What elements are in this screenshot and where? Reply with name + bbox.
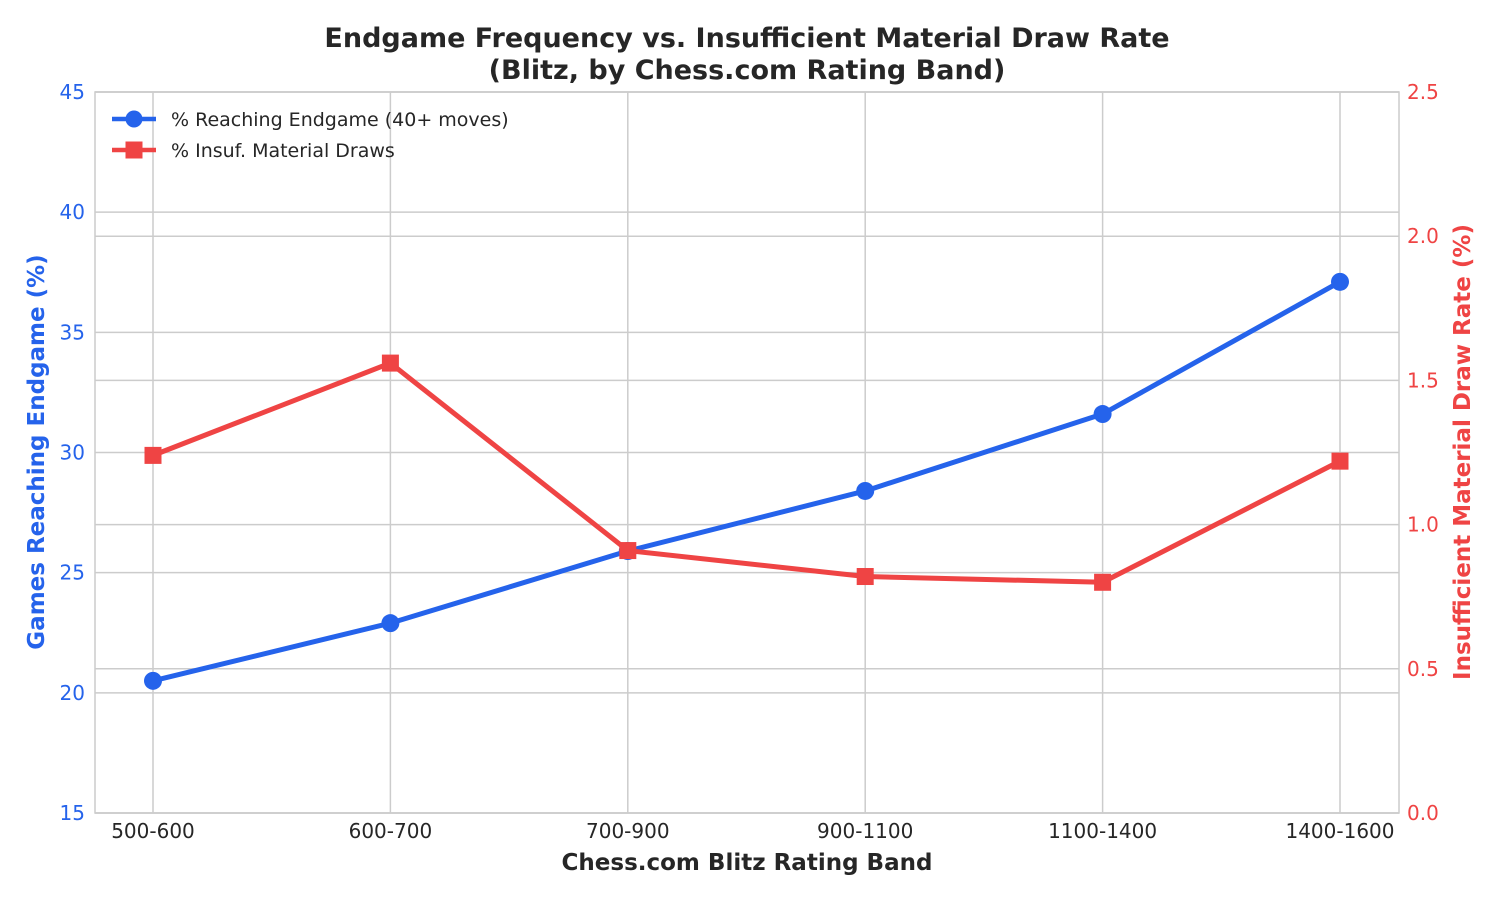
x-tick-label: 600-700 (349, 819, 433, 843)
legend-label-draws: % Insuf. Material Draws (171, 140, 395, 162)
y-right-tick-label: 0.0 (1407, 801, 1439, 825)
y-right-tick-label: 0.5 (1407, 657, 1439, 681)
y-right-tick-label: 1.0 (1407, 513, 1439, 537)
x-tick-label: 700-900 (586, 819, 670, 843)
data-point-endgame (1093, 405, 1112, 424)
data-point-endgame (1331, 272, 1349, 291)
x-tick-label: 500-600 (111, 819, 195, 843)
data-point-endgame (856, 481, 875, 500)
legend-circle-marker-icon (125, 110, 143, 128)
y-left-tick-label: 45 (60, 80, 85, 104)
data-point-draws (856, 568, 874, 586)
y-left-tick-label: 40 (60, 200, 85, 224)
legend-label-endgame: % Reaching Endgame (40+ moves) (171, 109, 509, 131)
series-lines (144, 272, 1349, 690)
data-point-endgame (144, 671, 162, 690)
data-point-draws (619, 542, 637, 560)
y-left-tick-label: 30 (60, 441, 85, 465)
x-tick-label: 1400-1600 (1285, 819, 1394, 843)
data-point-endgame (381, 614, 400, 633)
y-axis-left-label: Games Reaching Endgame (%) (24, 254, 50, 649)
legend-square-marker-icon (125, 141, 143, 159)
chart-title-line2: (Blitz, by Chess.com Rating Band) (489, 55, 1006, 86)
plot-frame (94, 91, 1400, 814)
y-right-tick-label: 1.5 (1407, 368, 1439, 392)
series-line-endgame (150, 279, 1343, 684)
tick-labels: 500-600 600-700 700-900 900-1100 1100-1400 14… (60, 80, 1439, 843)
x-axis-label: Chess.com Blitz Rating Band (562, 850, 933, 876)
y-left-tick-label: 25 (60, 561, 85, 585)
x-tick-label: 1100-1400 (1048, 819, 1157, 843)
legend: % Reaching Endgame (40+ moves) % Insuf. … (112, 109, 509, 162)
y-axis-right-label: Insufficient Material Draw Rate (%) (1450, 224, 1476, 680)
data-point-draws (1094, 573, 1112, 591)
data-point-draws (1331, 452, 1349, 470)
data-point-draws (144, 446, 162, 464)
y-left-tick-label: 15 (60, 801, 85, 825)
y-right-tick-label: 2.0 (1407, 224, 1439, 248)
data-point-draws (381, 354, 399, 372)
chart-title-line1: Endgame Frequency vs. Insufficient Mater… (324, 23, 1169, 54)
x-tick-label: 900-1100 (817, 819, 913, 843)
y-right-tick-label: 2.5 (1407, 80, 1439, 104)
y-left-tick-label: 20 (60, 681, 85, 705)
y-left-tick-label: 35 (60, 320, 85, 344)
series-line-draws (150, 360, 1343, 585)
